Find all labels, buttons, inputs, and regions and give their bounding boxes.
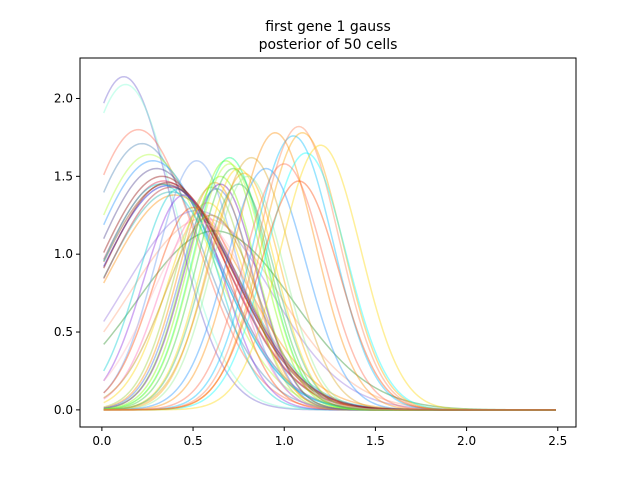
series-line-28 <box>103 160 556 411</box>
series-line-30 <box>103 163 556 411</box>
x-tick-label: 1.5 <box>366 434 385 448</box>
series-line-27 <box>103 188 556 411</box>
series-line-40 <box>103 125 556 411</box>
series-line-10 <box>103 183 556 411</box>
series-line-17 <box>103 160 556 411</box>
series-line-46 <box>103 183 556 411</box>
series-line-48 <box>103 186 556 411</box>
y-tick-label: 1.5 <box>54 169 73 183</box>
series-line-20 <box>103 206 556 411</box>
series-line-8 <box>103 175 556 411</box>
series-line-11 <box>103 184 556 411</box>
x-axis: 0.0 0.5 1.0 1.5 2.0 2.5 <box>92 427 567 448</box>
series-line-25 <box>103 181 556 411</box>
series-line-42 <box>103 152 556 411</box>
series-line-38 <box>103 167 556 411</box>
series-line-3 <box>103 128 556 411</box>
series-line-39 <box>103 135 556 411</box>
series-line-5 <box>103 153 556 411</box>
series-line-14 <box>103 209 556 411</box>
series-line-24 <box>103 175 556 411</box>
chart-title-line-2: posterior of 50 cells <box>259 37 398 53</box>
series-line-41 <box>103 132 556 411</box>
series-lines <box>103 75 556 411</box>
x-tick-label: 2.0 <box>457 434 476 448</box>
series-line-4 <box>103 142 556 411</box>
series-line-21 <box>103 211 556 411</box>
series-line-37 <box>103 132 556 411</box>
y-tick-label: 0.5 <box>54 325 73 339</box>
x-tick-label: 0.5 <box>184 434 203 448</box>
series-line-44 <box>103 180 556 411</box>
series-line-1 <box>103 75 556 411</box>
series-line-43 <box>103 144 556 411</box>
series-line-49 <box>103 222 556 411</box>
series-line-22 <box>103 202 556 411</box>
series-line-34 <box>103 175 556 411</box>
series-line-32 <box>103 167 556 411</box>
series-line-47 <box>103 181 556 411</box>
series-line-6 <box>103 160 556 411</box>
series-line-29 <box>103 156 556 411</box>
series-line-36 <box>103 183 556 411</box>
series-line-23 <box>103 186 556 411</box>
series-line-19 <box>103 194 556 411</box>
series-line-33 <box>103 172 556 411</box>
series-line-12 <box>103 191 556 411</box>
series-line-50 <box>103 214 556 411</box>
series-line-16 <box>103 230 556 411</box>
x-tick-label: 1.0 <box>275 434 294 448</box>
series-line-2 <box>103 83 556 411</box>
x-tick-label: 2.5 <box>548 434 567 448</box>
series-line-31 <box>103 167 556 411</box>
series-line-7 <box>103 167 556 411</box>
plot-area-frame <box>79 57 577 428</box>
series-line-45 <box>103 163 556 411</box>
series-line-9 <box>103 180 556 411</box>
x-tick-label: 0.0 <box>92 434 111 448</box>
y-tick-label: 2.0 <box>54 91 73 105</box>
series-line-35 <box>103 156 556 411</box>
series-line-26 <box>103 183 556 411</box>
series-line-13 <box>103 194 556 411</box>
series-line-18 <box>103 188 556 411</box>
y-axis: 0.0 0.5 1.0 1.5 2.0 <box>54 91 80 417</box>
y-tick-label: 0.0 <box>54 403 73 417</box>
y-tick-label: 1.0 <box>54 247 73 261</box>
series-line-15 <box>103 217 556 411</box>
chart-title-line-1: first gene 1 gauss <box>265 19 391 35</box>
